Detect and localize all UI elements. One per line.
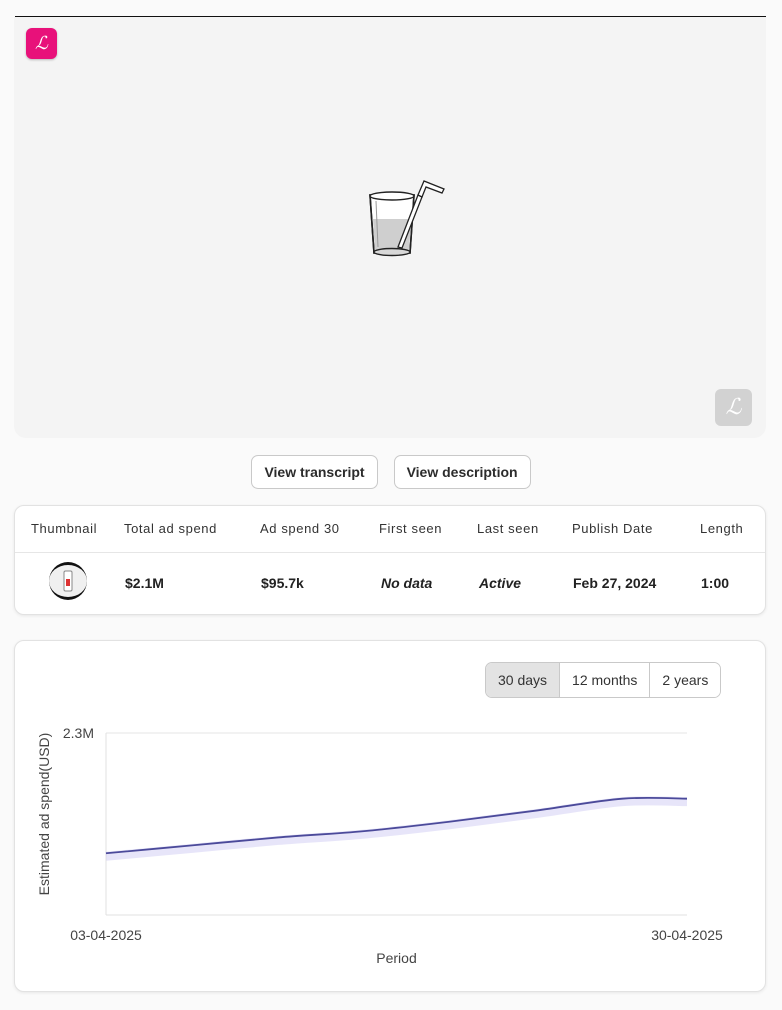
header-ad-spend-30: Ad spend 30 — [260, 521, 340, 536]
header-total-ad-spend: Total ad spend — [124, 521, 217, 536]
glass-with-straw-icon — [369, 180, 445, 257]
y-tick-label: 2.3M — [63, 725, 94, 741]
table-divider — [15, 552, 765, 553]
header-thumbnail: Thumbnail — [31, 521, 98, 536]
header-first-seen: First seen — [379, 521, 443, 536]
total-ad-spend-value: $2.1M — [125, 575, 164, 591]
ad-stats-table: Thumbnail Total ad spend Ad spend 30 Fir… — [14, 505, 766, 615]
period-12-months-button[interactable]: 12 months — [559, 663, 650, 697]
length-value: 1:00 — [701, 575, 730, 591]
period-30-days-button[interactable]: 30 days — [486, 663, 560, 697]
view-transcript-button[interactable]: View transcript — [251, 455, 378, 489]
ad-spend-30-value: $95.7k — [261, 575, 304, 591]
view-description-button[interactable]: View description — [393, 455, 531, 489]
brand-logo-icon: ℒ — [26, 28, 57, 59]
header-last-seen: Last seen — [477, 521, 539, 536]
action-buttons: View transcript View description — [0, 455, 782, 489]
period-2-years-button[interactable]: 2 years — [649, 663, 721, 697]
ad-spend-chart-card: 30 days 12 months 2 years 2.3M 03-04-2025… — [14, 640, 766, 992]
x-tick-label-start: 03-04-2025 — [70, 927, 142, 943]
ad-spend-line-chart: 2.3M 03-04-2025 30-04-2025 Period Estimated … — [36, 725, 723, 966]
watermark-logo-icon: ℒ — [715, 389, 752, 426]
header-length: Length — [700, 521, 744, 536]
x-axis-title: Period — [376, 950, 416, 966]
series-line — [105, 796, 688, 855]
ad-thumbnail[interactable] — [49, 562, 87, 600]
publish-date-value: Feb 27, 2024 — [573, 575, 657, 591]
phone-thumbnail-icon — [63, 570, 73, 592]
period-selector: 30 days 12 months 2 years — [485, 662, 722, 698]
video-player[interactable]: ℒ ℒ — [14, 17, 766, 438]
x-tick-label-end: 30-04-2025 — [651, 927, 723, 943]
first-seen-value: No data — [381, 575, 433, 591]
top-divider — [15, 16, 766, 17]
y-axis-title: Estimated ad spend(USD) — [36, 733, 52, 896]
last-seen-value: Active — [479, 575, 522, 591]
series-line-glow — [105, 796, 688, 861]
header-publish-date: Publish Date — [572, 521, 653, 536]
